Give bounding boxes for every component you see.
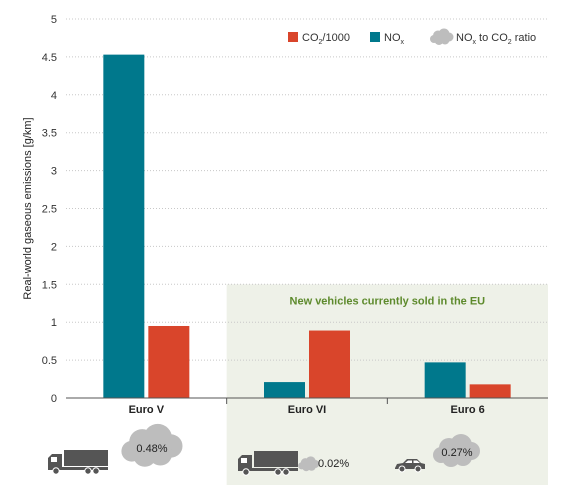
legend-swatch-co2 [288,32,298,42]
y-tick-label: 0.5 [42,355,57,367]
car-part [413,460,420,463]
legend: CO2/1000 NOx NOx to CO2 ratio [288,28,536,46]
truck-part [241,458,247,463]
legend-ratio-sub-2: 2 [508,39,512,46]
legend-co2-sub: 2 [319,39,323,46]
bar-nox-euro-6 [424,362,466,398]
y-tick-label: 2.5 [42,204,57,216]
truck-part [51,457,57,462]
x-tick-label: Euro V [129,404,165,416]
legend-co2-main: CO [302,32,319,44]
cloud-puff [442,449,460,467]
legend-co2-suffix: /1000 [322,32,350,44]
y-tick-label: 5 [51,14,57,26]
y-tick-label: 2 [51,241,57,253]
legend-label-ratio: NOx to CO2 ratio [456,32,536,46]
ratio-label-euro-v: 0.48% [136,443,167,455]
legend-ratio-mid: to CO [476,32,508,44]
car-part [405,460,412,463]
cloud-puff [133,443,157,467]
x-tick-label: Euro 6 [451,404,485,416]
bar-co2-1000-euro-v [148,325,190,398]
truck-part [274,468,282,476]
truck-part [48,467,108,470]
legend-cloud-icon [430,28,454,45]
legend-ratio-suffix: ratio [512,32,536,44]
y-tick-label: 3 [51,166,57,178]
truck-part [84,467,92,475]
truck-part [242,468,250,476]
legend-ratio-sub-1: x [473,39,477,46]
truck-icon [48,450,108,475]
truck-part [282,468,290,476]
y-tick-label: 4 [51,90,57,102]
truck-part [92,467,100,475]
ratio-label-euro-6: 0.27% [441,447,472,459]
y-tick-label: 3.5 [42,128,57,140]
truck-part [52,467,60,475]
cloud-puff [434,36,444,45]
legend-swatch-nox [370,32,380,42]
bar-co2-1000-euro-6 [469,384,511,398]
truck-icon [238,451,298,476]
y-tick-label: 0 [51,393,57,405]
legend-nox-sub: x [401,39,405,46]
ratio-cloud-euro-v [121,423,183,467]
car-icon [395,459,425,473]
ratio-label-euro-vi: 0.02% [318,458,349,470]
y-tick-label: 1 [51,317,57,329]
cloud-puff [302,463,311,472]
truck-part [64,450,108,466]
ratio-cloud-euro-vi [298,456,320,472]
y-axis-label: Real-world gaseous emissions [g/km] [22,117,34,299]
bar-nox-euro-v [103,54,145,398]
legend-ratio-main-1: NO [456,32,473,44]
car-part [414,465,422,473]
legend-label-co2: CO2/1000 [302,32,350,46]
y-tick-label: 4.5 [42,52,57,64]
car-part [398,465,406,473]
bar-co2-1000-euro-vi [309,330,350,398]
truck-part [254,451,298,467]
y-tick-label: 1.5 [42,279,57,291]
highlight-region-label: New vehicles currently sold in the EU [290,295,486,307]
legend-label-nox: NOx [384,32,405,46]
ratio-cloud-euro-6 [433,434,480,467]
x-tick-label: Euro VI [288,404,327,416]
truck-part [238,468,298,471]
legend-nox-main: NO [384,32,401,44]
bar-nox-euro-vi [264,382,305,398]
